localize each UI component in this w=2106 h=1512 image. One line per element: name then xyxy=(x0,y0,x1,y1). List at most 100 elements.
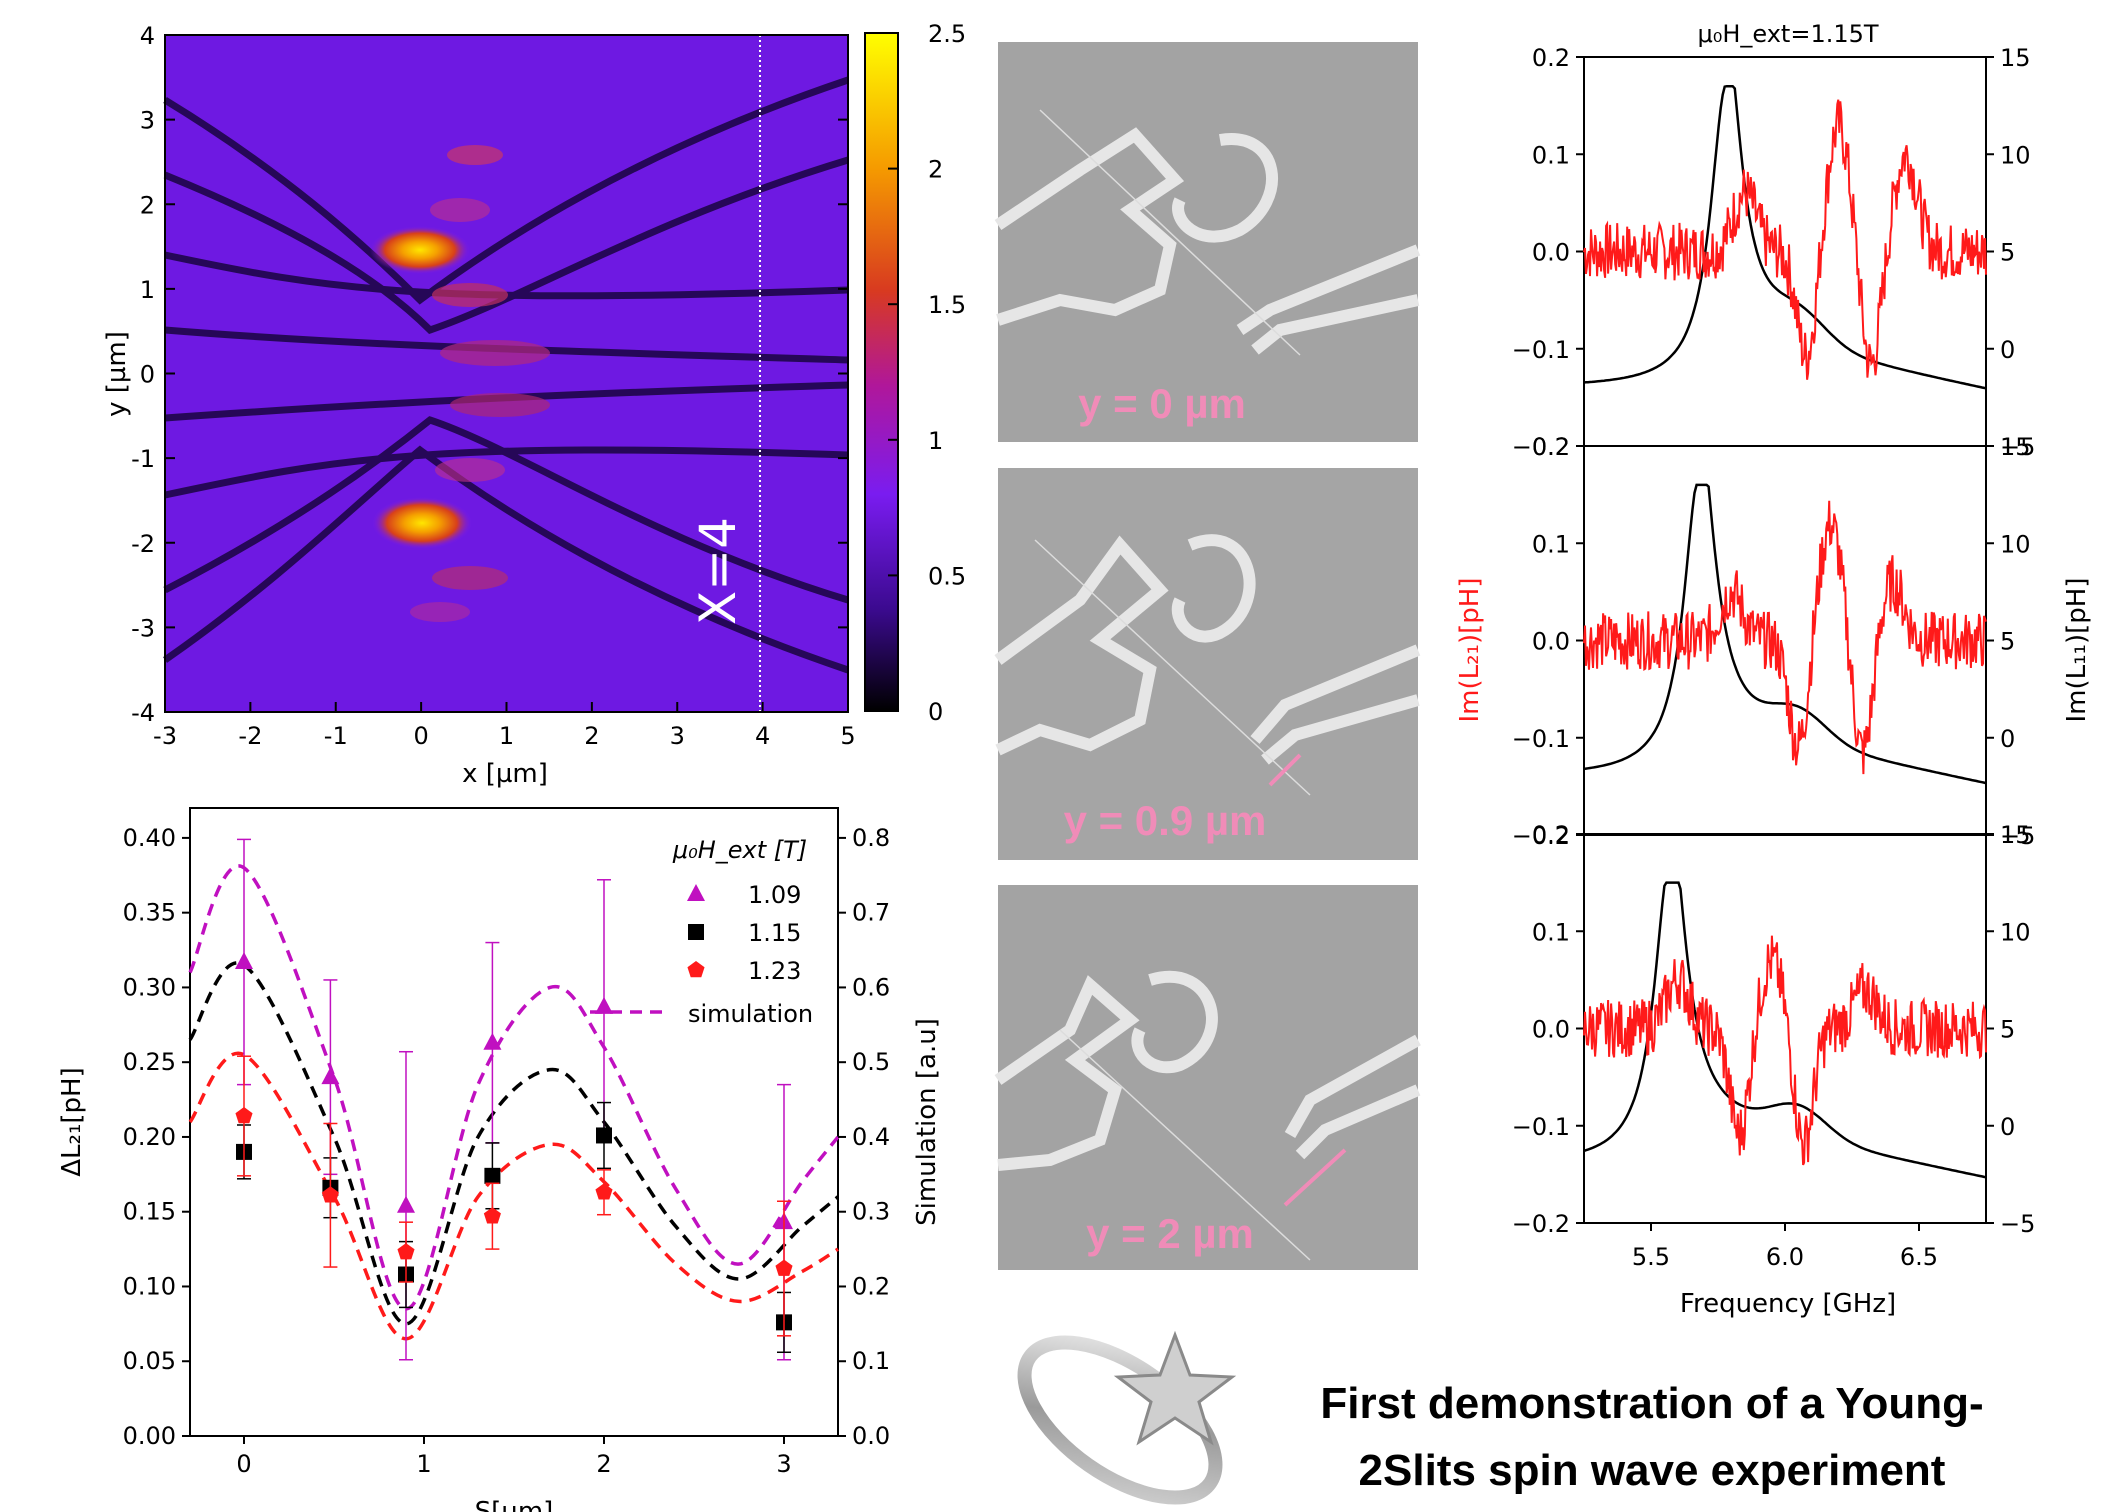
data-point-pentagon xyxy=(595,1183,613,1200)
heatmap-y-tick-label: -3 xyxy=(131,614,155,642)
spectra-y2-tick-label: −5 xyxy=(2000,433,2035,461)
heatmap-y-tick-label: 0 xyxy=(140,361,155,389)
spectra-x-tick-label: 6.0 xyxy=(1766,1243,1804,1271)
colorbar-tick-label: 1.5 xyxy=(928,291,966,319)
spectra-x-tick-label: 6.5 xyxy=(1900,1243,1938,1271)
im-l21-curve xyxy=(1583,935,1987,1166)
legend-label: 1.09 xyxy=(748,881,801,909)
spectra-y-tick-label: −0.2 xyxy=(1512,433,1570,461)
spectra-y2-tick-label: 15 xyxy=(2000,433,2031,461)
scatter-x-label: S[µm] xyxy=(475,1497,554,1512)
scatter-y2-label: Simulation [a.u] xyxy=(912,1018,942,1226)
scatter-y2-tick-label: 0.7 xyxy=(852,899,890,927)
spectra-y2-tick-label: 5 xyxy=(2000,628,2015,656)
spectra-y-tick-label: 0.1 xyxy=(1532,918,1570,946)
im-l21-curve xyxy=(1583,99,1987,380)
spectra-subplot: 0.2 0.1 0.0 −0.1 −0.2 15 10 5 0 −5 xyxy=(1512,44,2036,461)
spectra-subplots: 0.2 0.1 0.0 −0.1 −0.2 15 10 5 0 −5 0.2 0.1 0.0 −0.1 −0… xyxy=(1512,44,2036,1238)
heatmap-x-tick-label: -2 xyxy=(238,722,262,750)
heatmap-y-tick-label: 1 xyxy=(140,276,155,304)
data-point-pentagon xyxy=(483,1207,501,1224)
spectra-y-tick-label: 0.0 xyxy=(1532,239,1570,267)
legend-marker xyxy=(687,884,705,901)
colorbar-tick-label: 1 xyxy=(928,427,943,455)
scatter-y-tick-label: 0.20 xyxy=(123,1123,176,1151)
im-l21-curve xyxy=(1583,500,1987,775)
scatter-y-tick-label: 0.25 xyxy=(123,1048,176,1076)
heatmap-y-ticks: 4 3 2 1 0 -1 -2 -3 -4 xyxy=(131,22,848,727)
scatter-x-tick-label: 2 xyxy=(596,1450,611,1478)
data-point-triangle xyxy=(397,1195,415,1213)
spectra-y-tick-label: 0.2 xyxy=(1532,821,1570,849)
heatmap-x-tick-label: 4 xyxy=(755,722,770,750)
simulation-curves xyxy=(188,864,840,1341)
sem-device-2 xyxy=(994,534,1421,765)
spectra-y2-tick-label: 5 xyxy=(2000,1016,2015,1044)
sem-label-1: y = 0 µm xyxy=(1078,380,1246,427)
legend-label: 1.23 xyxy=(748,957,801,985)
spectra-y-tick-label: −0.1 xyxy=(1512,1113,1570,1141)
legend-entries: 1.09 1.15 1.23 simulation xyxy=(590,881,813,1028)
scatter-y2-tick-label: 0.8 xyxy=(852,824,890,852)
scatter-y2-tick-label: 0.6 xyxy=(852,973,890,1001)
heatmap-x-tick-label: -1 xyxy=(324,722,348,750)
scatter-y-label: ΔL₂₁[pH] xyxy=(57,1067,87,1176)
spectra-y-tick-label: −0.2 xyxy=(1512,822,1570,850)
scatter-x-ticks: 0 1 2 3 xyxy=(236,1436,792,1478)
spectra-subplot: 0.2 0.1 0.0 −0.1 −0.2 15 10 5 0 −5 xyxy=(1512,821,2036,1238)
spectra-y2-tick-label: 10 xyxy=(2000,530,2031,558)
scatter-y-tick-label: 0.05 xyxy=(123,1347,176,1375)
colorbar: 2.5 2 1.5 1 0.5 0 xyxy=(864,20,966,726)
scatter-y2-tick-label: 0.2 xyxy=(852,1272,890,1300)
data-point-pentagon xyxy=(775,1259,793,1276)
heatmap-y-tick-label: 4 xyxy=(140,22,155,50)
data-point-triangle xyxy=(235,952,253,970)
scatter-plot-area xyxy=(189,807,839,1437)
im-l11-curve xyxy=(1583,483,1987,785)
scatter-y-tick-label: 0.15 xyxy=(123,1198,176,1226)
scatter-y-ticks: 0.00 0.05 0.10 0.15 0.20 0.25 0.30 0.35 0.40 xyxy=(123,824,190,1450)
legend-marker xyxy=(688,924,704,940)
spectra-y2-tick-label: 0 xyxy=(2000,725,2015,753)
scatter-y-tick-label: 0.40 xyxy=(123,824,176,852)
heatmap-y-tick-label: 2 xyxy=(140,191,155,219)
heatmap-x-tick-label: 2 xyxy=(584,722,599,750)
scatter-panel: 0.000.050.100.150.200.250.300.350.40 0.0… xyxy=(57,807,942,1512)
spectra-subplot: 0.2 0.1 0.0 −0.1 −0.2 15 10 5 0 −5 xyxy=(1512,433,2036,850)
heatmap-y-tick-label: -1 xyxy=(131,445,155,473)
spectra-panel: μ₀H_ext=1.15T 0.2 0.1 0.0 −0.1 −0.2 15 10 5 0 −5 0… xyxy=(1455,20,2092,1319)
colorbar-ticks: 2.5 2 1.5 1 0.5 0 xyxy=(888,20,966,726)
spectra-title: μ₀H_ext=1.15T xyxy=(1697,20,1878,48)
colorbar-tick-label: 2.5 xyxy=(928,20,966,48)
im-l11-curve xyxy=(1583,84,1987,390)
sem-image-2: y = 0.9 µm xyxy=(994,468,1421,860)
spectra-y-tick-label: 0.0 xyxy=(1532,628,1570,656)
spectra-x-label: Frequency [GHz] xyxy=(1680,1289,1896,1319)
spectra-y-tick-label: −0.1 xyxy=(1512,336,1570,364)
spectra-y-tick-label: 0.0 xyxy=(1532,1016,1570,1044)
simulation-curve xyxy=(188,864,840,1311)
spectra-y2-tick-label: 5 xyxy=(2000,239,2015,267)
scatter-x-tick-label: 1 xyxy=(416,1450,431,1478)
colorbar-tick-label: 0.5 xyxy=(928,562,966,590)
heatmap-plot-area xyxy=(163,34,850,713)
scatter-points xyxy=(235,838,793,1361)
interference-fringes xyxy=(370,145,550,622)
spectra-y2-tick-label: −5 xyxy=(2000,822,2035,850)
spectra-x-tick-label: 5.5 xyxy=(1632,1243,1670,1271)
heatmap-y-label: y [µm] xyxy=(102,331,132,417)
scatter-y-tick-label: 0.10 xyxy=(123,1272,176,1300)
heatmap-x-tick-label: 5 xyxy=(840,722,855,750)
spectra-y-tick-label: −0.1 xyxy=(1512,725,1570,753)
data-point-pentagon xyxy=(235,1107,253,1124)
spectra-y-tick-label: 0.1 xyxy=(1532,141,1570,169)
spectra-y2-tick-label: 15 xyxy=(2000,821,2031,849)
star-ring-icon xyxy=(1017,1330,1237,1505)
scatter-x-tick-label: 0 xyxy=(236,1450,251,1478)
colorbar-tick-label: 2 xyxy=(928,156,943,184)
spectra-y-label: Im(L₂₁)[pH] xyxy=(1455,578,1485,723)
scatter-y2-ticks: 0.0 0.1 0.2 0.3 0.4 0.5 0.6 0.7 0.8 xyxy=(838,824,890,1450)
legend-label: 1.15 xyxy=(748,919,801,947)
scatter-y-tick-label: 0.35 xyxy=(123,899,176,927)
sem-device-1 xyxy=(994,127,1421,355)
